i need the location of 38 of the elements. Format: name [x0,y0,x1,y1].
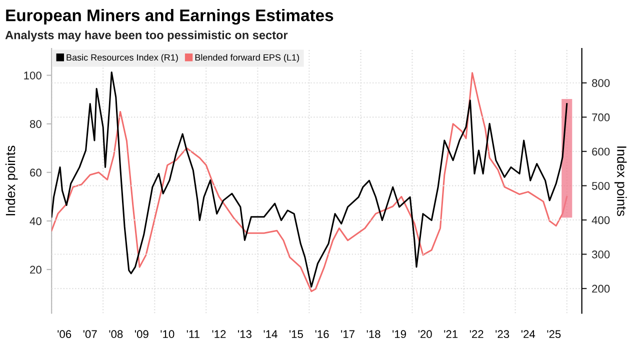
x-tick-label: '20 [418,330,432,338]
legend-label: Blended forward EPS (L1) [195,54,299,62]
y-tick-label: 20 [30,266,42,274]
y2-tick-label: 800 [592,79,610,88]
x-tick-label: '07 [83,330,97,338]
y2-tick-label: 700 [592,113,610,122]
x-tick-label: '14 [264,330,278,338]
x-tick-label: '17 [341,330,354,338]
x-tick-label: '11 [186,330,200,338]
y2-tick-label: 400 [592,216,610,224]
x-tick-label: '10 [160,330,174,338]
x-tick-label: '16 [315,330,329,338]
x-tick-label: '12 [212,330,226,338]
x-tick-label: '23 [496,330,510,338]
x-tick-label: '21 [444,330,458,338]
x-tick-label: '15 [290,330,303,338]
y-axis-title: Index points [5,146,18,216]
legend-label: Basic Resources Index (R1) [66,54,178,62]
y-tick-label: 80 [30,120,42,128]
y2-tick-label: 300 [592,250,610,258]
y-tick-label: 100 [24,72,42,80]
y2-tick-label: 200 [592,284,610,293]
x-tick-label: '25 [547,330,561,338]
x-tick-label: '09 [134,330,148,338]
x-tick-label: '24 [521,330,536,338]
y2-axis-title: Index points [614,146,627,216]
chart-title: European Miners and Earnings Estimates [6,9,334,25]
y2-tick-label: 600 [592,148,610,156]
y2-tick-label: 500 [592,182,610,190]
y-tick-label: 40 [30,217,42,226]
x-tick-label: '19 [392,330,406,338]
x-tick-label: '13 [238,330,252,338]
chart-subtitle: Analysts may have been too pessimistic on sector [5,30,288,42]
x-tick-label: '06 [58,330,72,338]
x-tick-label: '22 [470,330,484,338]
y-tick-label: 60 [30,168,42,177]
x-tick-label: '08 [109,330,123,338]
x-tick-label: '18 [366,330,380,338]
